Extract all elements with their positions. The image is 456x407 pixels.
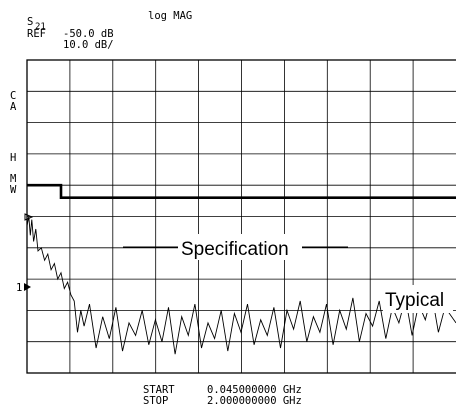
stop-frequency: 2.000000000 GHz — [207, 395, 302, 407]
typical-trace — [26, 216, 456, 355]
side-label-w: W — [10, 184, 17, 196]
scale-value: 10.0 dB/ — [63, 39, 114, 51]
specification-label-backdrop — [178, 234, 302, 260]
side-label-h: H — [10, 152, 16, 164]
grid — [26, 59, 456, 374]
ref-value: -50.0 dB — [63, 28, 114, 40]
specification-line — [27, 183, 456, 199]
marker-1-label: 1 — [16, 282, 22, 294]
ref-label: REF — [27, 28, 46, 40]
format-label: log MAG — [148, 10, 192, 22]
parameter-label: S — [27, 16, 33, 28]
side-label-c: C — [10, 90, 16, 102]
side-label-a: A — [10, 101, 17, 113]
specification-annotation: Specification — [181, 239, 289, 260]
side-label-m: M — [10, 173, 16, 185]
start-label: START — [143, 384, 175, 396]
typical-annotation: Typical — [385, 290, 444, 311]
parameter-subscript: 21 — [35, 22, 46, 32]
start-frequency: 0.045000000 GHz — [207, 384, 302, 396]
typical-label-backdrop — [383, 285, 453, 313]
stop-label: STOP — [143, 395, 168, 407]
